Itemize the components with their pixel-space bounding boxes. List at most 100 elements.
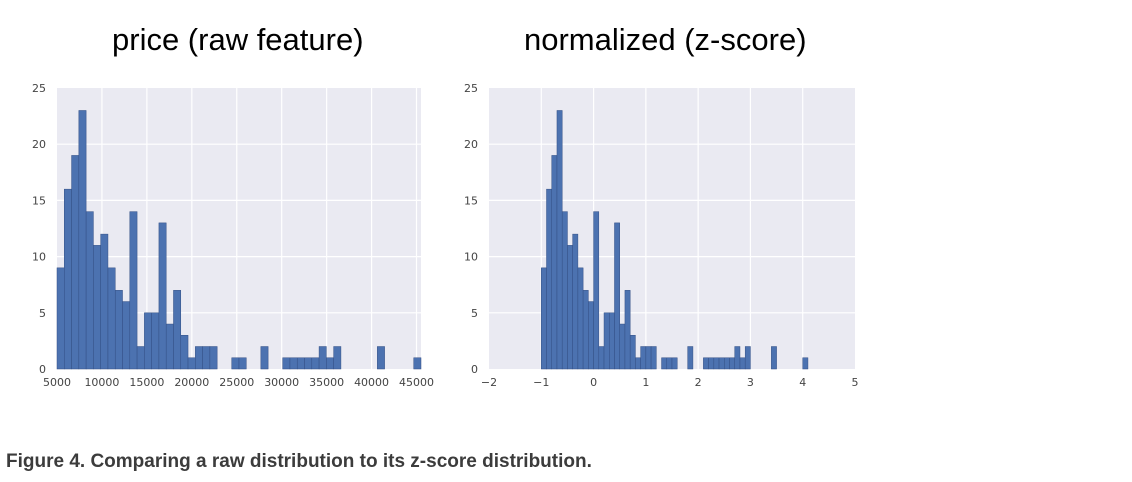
histogram-bar-zscore-11: [598, 346, 605, 370]
histogram-bar-raw-10: [129, 211, 138, 370]
histogram-bar-zscore-17: [629, 335, 636, 370]
y-tick-label-raw-3: 15: [32, 194, 46, 207]
histogram-bar-zscore-10: [593, 211, 600, 370]
y-tick-label-zscore-2: 10: [464, 251, 478, 264]
x-tick-label-zscore-1: −1: [533, 376, 549, 389]
y-tick-label-zscore-4: 20: [464, 138, 478, 151]
histogram-bar-raw-32: [333, 346, 342, 370]
y-tick-label-raw-0: 0: [39, 363, 46, 376]
histogram-bar-zscore-36: [802, 357, 809, 370]
histogram-bar-raw-22: [231, 357, 240, 370]
histogram-bar-zscore-2: [551, 155, 558, 370]
x-tick-label-raw-1: 10000: [84, 376, 119, 389]
histogram-bar-zscore-29: [718, 357, 725, 370]
histogram-bar-zscore-31: [729, 357, 735, 370]
x-tick-label-raw-8: 45000: [399, 376, 434, 389]
histogram-bar-raw-25: [282, 357, 291, 370]
y-tick-label-raw-4: 20: [32, 138, 46, 151]
histogram-bar-raw-24: [260, 346, 269, 370]
histogram-bar-zscore-21: [650, 346, 657, 370]
histogram-bar-raw-2: [71, 155, 80, 370]
histogram-bar-zscore-1: [546, 188, 552, 370]
x-tick-label-zscore-3: 1: [642, 376, 649, 389]
x-tick-label-zscore-6: 4: [799, 376, 806, 389]
x-tick-label-zscore-5: 3: [747, 376, 754, 389]
histogram-bar-zscore-0: [541, 267, 547, 370]
histogram-bar-zscore-19: [640, 346, 647, 370]
y-tick-label-zscore-5: 25: [464, 82, 478, 95]
y-tick-label-zscore-0: 0: [471, 363, 478, 376]
histogram-bar-raw-20: [202, 346, 211, 370]
histogram-bar-zscore-22: [661, 357, 668, 370]
histogram-bar-raw-33: [377, 346, 385, 370]
x-tick-label-raw-5: 30000: [264, 376, 299, 389]
histogram-bar-raw-26: [289, 357, 298, 370]
histogram-bar-zscore-35: [771, 346, 777, 370]
histogram-bar-zscore-7: [577, 267, 584, 370]
histogram-bar-zscore-5: [567, 245, 573, 370]
histogram-bar-raw-18: [187, 357, 196, 370]
x-tick-label-raw-0: 5000: [43, 376, 71, 389]
histogram-bar-zscore-20: [645, 346, 652, 370]
x-tick-label-raw-7: 40000: [354, 376, 389, 389]
histogram-bar-raw-9: [122, 301, 131, 370]
histogram-bar-raw-7: [107, 267, 116, 370]
histogram-bar-zscore-14: [614, 222, 620, 370]
x-tick-label-raw-2: 15000: [129, 376, 164, 389]
histogram-bar-raw-19: [195, 346, 203, 370]
x-tick-label-raw-4: 25000: [219, 376, 254, 389]
histogram-bar-raw-31: [326, 357, 334, 370]
y-tick-label-zscore-1: 5: [471, 307, 478, 320]
histogram-bar-zscore-25: [687, 346, 694, 370]
x-tick-label-raw-6: 35000: [309, 376, 344, 389]
histogram-bar-raw-23: [238, 357, 247, 370]
histogram-bar-raw-5: [93, 245, 101, 370]
histogram-bar-raw-21: [209, 346, 218, 370]
histogram-bar-raw-0: [56, 267, 65, 370]
histogram-bar-raw-4: [85, 211, 94, 370]
histogram-bar-raw-1: [64, 188, 72, 370]
histogram-bar-raw-11: [136, 346, 145, 370]
x-tick-label-raw-3: 20000: [174, 376, 209, 389]
histogram-bar-raw-13: [151, 312, 160, 370]
histogram-bar-zscore-9: [588, 301, 594, 370]
histogram-bar-zscore-24: [671, 357, 678, 370]
histogram-bar-zscore-27: [708, 357, 715, 370]
histogram-bar-zscore-30: [724, 357, 730, 370]
histogram-bar-zscore-3: [556, 110, 563, 370]
histogram-bar-raw-12: [144, 312, 152, 370]
y-tick-label-raw-2: 10: [32, 251, 46, 264]
histogram-bar-zscore-16: [624, 290, 631, 370]
histogram-charts: 5000 10000 15000 20000 25000 30000 35000 40000 4…: [32, 82, 859, 389]
histogram-bar-raw-14: [158, 222, 167, 370]
histogram-bar-zscore-28: [713, 357, 720, 370]
histogram-bar-raw-8: [114, 290, 123, 370]
figure-caption: Figure 4. Comparing a raw distribution t…: [6, 451, 592, 472]
histogram-bar-zscore-33: [739, 357, 746, 370]
histogram-bar-raw-16: [173, 290, 182, 370]
x-tick-label-zscore-2: 0: [590, 376, 597, 389]
histogram-bar-zscore-32: [734, 346, 741, 370]
histogram-bar-zscore-12: [603, 312, 610, 370]
histogram-bar-zscore-34: [744, 346, 751, 370]
histogram-bar-zscore-6: [572, 233, 579, 370]
histogram-bar-raw-28: [304, 357, 313, 370]
x-tick-label-zscore-4: 2: [695, 376, 702, 389]
histogram-bar-zscore-18: [635, 357, 641, 370]
histogram-bar-raw-27: [296, 357, 305, 370]
histogram-bar-raw-3: [78, 110, 87, 370]
histogram-bar-raw-34: [413, 357, 422, 370]
chart-title-raw: price (raw feature): [112, 22, 364, 57]
histogram-bar-zscore-15: [619, 323, 626, 370]
x-tick-label-zscore-0: −2: [481, 376, 497, 389]
chart-title-normalized: normalized (z-score): [524, 22, 807, 57]
histogram-bar-raw-29: [311, 357, 320, 370]
histogram-bar-raw-30: [318, 346, 327, 370]
histogram-bar-raw-6: [100, 233, 109, 370]
histogram-bar-zscore-26: [703, 357, 709, 370]
histogram-bar-zscore-8: [582, 290, 589, 370]
y-tick-label-raw-5: 25: [32, 82, 46, 95]
histogram-bar-raw-17: [180, 335, 189, 370]
y-tick-label-raw-1: 5: [39, 307, 46, 320]
y-tick-label-zscore-3: 15: [464, 194, 478, 207]
